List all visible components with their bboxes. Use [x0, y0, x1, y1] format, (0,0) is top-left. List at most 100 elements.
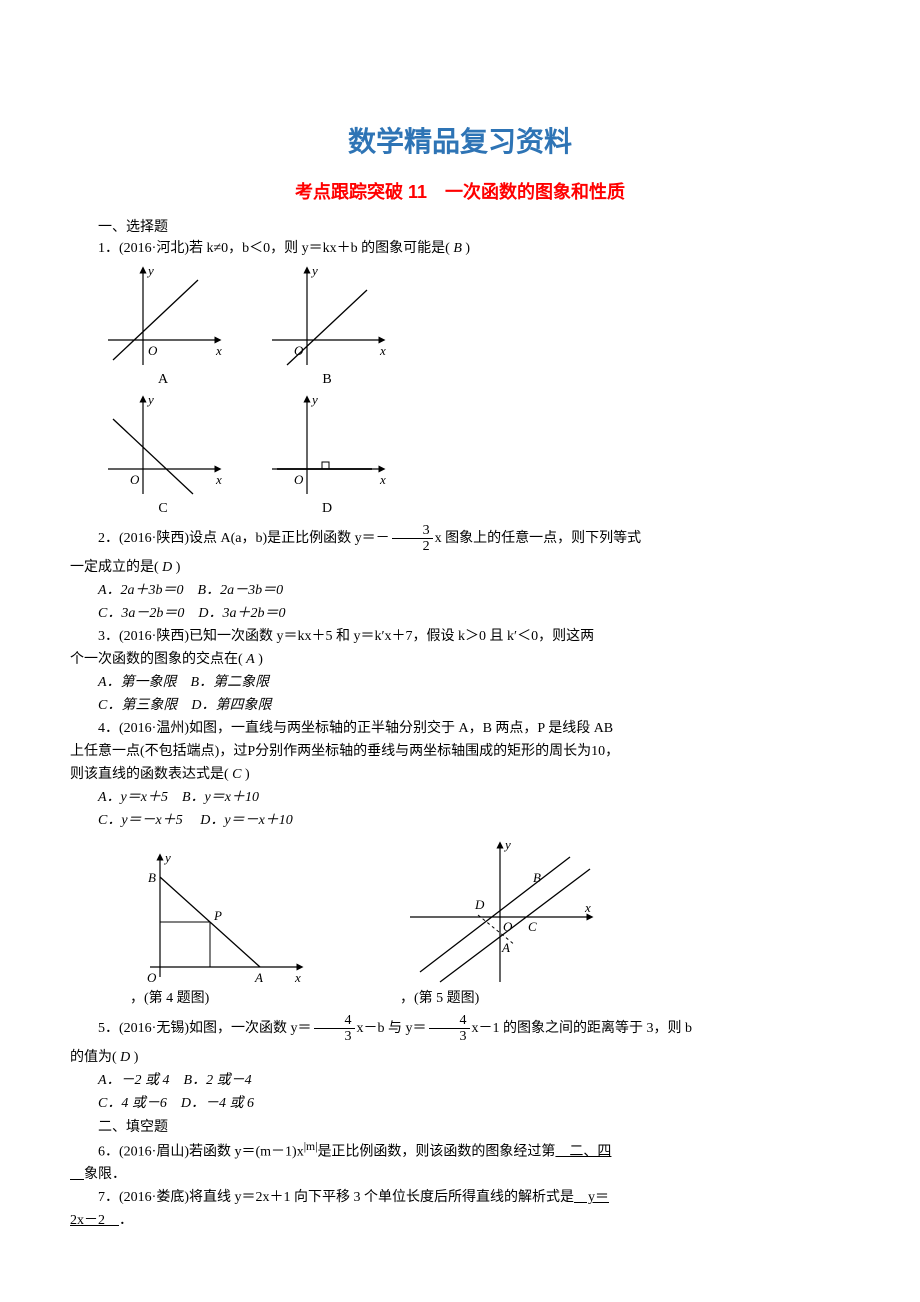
- q1-figure-a: y x O A: [98, 265, 228, 388]
- q5-frac1: 43: [314, 1013, 355, 1045]
- q1-graph-d: y x O: [262, 394, 392, 499]
- svg-text:O: O: [294, 343, 304, 358]
- q7-tail: ．: [119, 1213, 133, 1228]
- q7-answer-2: 2x－2: [70, 1213, 119, 1228]
- question-6-line2: 象限．: [70, 1164, 850, 1185]
- q1-figure-c: y x O C: [98, 394, 228, 517]
- q1-graph-b: y x O: [262, 265, 392, 370]
- q6-prefix: 6．(2016·眉山)若函数 y＝(m－1)x: [98, 1144, 304, 1159]
- q2-answer: D: [162, 560, 172, 575]
- question-6: 6．(2016·眉山)若函数 y＝(m－1)x|m|是正比例函数，则该函数的图象…: [70, 1138, 850, 1163]
- question-2: 2．(2016·陕西)设点 A(a，b)是正比例函数 y＝－32x 图象上的任意…: [70, 523, 850, 555]
- figure-4: y x O B A P: [130, 847, 310, 987]
- figure-4-wrapper: y x O B A P ，(第 4 题图): [130, 847, 310, 1007]
- figures-4-5: y x O B A P ，(第 4 题图) y x O B C D A ，(第 …: [130, 837, 850, 1007]
- svg-text:C: C: [528, 919, 537, 934]
- main-title: 数学精品复习资料: [70, 120, 850, 160]
- q5-prefix: 5．(2016·无锡)如图，一次函数 y＝: [98, 1021, 312, 1036]
- svg-text:D: D: [474, 897, 485, 912]
- q6-blank-end: [70, 1167, 84, 1182]
- q1-figures-row1: y x O A y x O B: [98, 265, 850, 388]
- q1-label-d: D: [262, 501, 392, 517]
- question-4-line3: 则该直线的函数表达式是( C ): [70, 764, 850, 785]
- q6-mid: 是正比例函数，则该函数的图象经过第: [317, 1144, 555, 1159]
- q4-choices-2: C．y＝－x＋5 D．y＝－x＋10: [70, 810, 850, 831]
- q2-suffix: x 图象上的任意一点，则下列等式: [435, 531, 642, 546]
- svg-text:y: y: [310, 394, 318, 407]
- q5-line2-prefix: 的值为(: [70, 1050, 120, 1065]
- svg-text:O: O: [148, 343, 158, 358]
- q1-tail: ): [462, 241, 470, 256]
- svg-text:O: O: [503, 919, 513, 934]
- q2-fraction: 32: [392, 523, 433, 555]
- svg-text:P: P: [213, 908, 222, 923]
- q4-line3-tail: ): [242, 767, 250, 782]
- figure-5-wrapper: y x O B C D A ，(第 5 题图): [400, 837, 600, 1007]
- question-5: 5．(2016·无锡)如图，一次函数 y＝43x－b 与 y＝43x－1 的图象…: [70, 1013, 850, 1045]
- svg-text:O: O: [130, 472, 140, 487]
- q5-frac2: 43: [429, 1013, 470, 1045]
- q2-choices-1: A．2a＋3b＝0 B．2a－3b＝0: [70, 580, 850, 601]
- q1-figure-b: y x O B: [262, 265, 392, 388]
- q2-line2-prefix: 一定成立的是(: [70, 560, 162, 575]
- figure-4-caption: ，(第 4 题图): [130, 991, 209, 1006]
- figure-5: y x O B C D A: [400, 837, 600, 987]
- figure-5-caption: ，(第 5 题图): [400, 991, 479, 1006]
- svg-text:A: A: [501, 940, 510, 955]
- question-3-line2: 个一次函数的图象的交点在( A ): [70, 649, 850, 670]
- q7-answer-1: y＝: [574, 1190, 609, 1205]
- q3-line2-tail: ): [255, 652, 263, 667]
- sub-title: 考点跟踪突破 11 一次函数的图象和性质: [70, 178, 850, 204]
- question-7-line2: 2x－2 ．: [70, 1210, 850, 1231]
- q1-label-b: B: [262, 372, 392, 388]
- section-header-1: 一、选择题: [70, 216, 850, 236]
- question-2-line2: 一定成立的是( D ): [70, 557, 850, 578]
- svg-text:y: y: [310, 265, 318, 278]
- q5-mid: x－b 与 y＝: [357, 1021, 427, 1036]
- q5-choices-1: A．－2 或 4 B．2 或－4: [70, 1070, 850, 1091]
- svg-text:A: A: [254, 970, 263, 985]
- q3-line2-prefix: 个一次函数的图象的交点在(: [70, 652, 246, 667]
- q1-figure-d: y x O D: [262, 394, 392, 517]
- svg-text:y: y: [163, 850, 171, 865]
- q5-suffix: x－1 的图象之间的距离等于 3，则 b: [472, 1021, 693, 1036]
- svg-text:y: y: [146, 394, 154, 407]
- svg-text:O: O: [294, 472, 304, 487]
- question-5-line2: 的值为( D ): [70, 1047, 850, 1068]
- q4-line3-prefix: 则该直线的函数表达式是(: [70, 767, 232, 782]
- svg-text:B: B: [533, 870, 541, 885]
- svg-text:x: x: [294, 970, 301, 985]
- q1-graph-a: y x O: [98, 265, 228, 370]
- q1-answer: B: [453, 241, 462, 256]
- q1-label-c: C: [98, 501, 228, 517]
- question-4-line1: 4．(2016·温州)如图，一直线与两坐标轴的正半轴分别交于 A，B 两点，P …: [70, 718, 850, 739]
- q4-choices-1: A．y＝x＋5 B．y＝x＋10: [70, 787, 850, 808]
- question-4-line2: 上任意一点(不包括端点)，过P分别作两坐标轴的垂线与两坐标轴围成的矩形的周长为1…: [70, 741, 850, 762]
- q5-answer: D: [120, 1050, 130, 1065]
- q6-superscript: |m|: [304, 1140, 318, 1153]
- svg-text:x: x: [379, 343, 386, 358]
- q2-line2-tail: ): [172, 560, 180, 575]
- q1-label-a: A: [98, 372, 228, 388]
- q2-prefix: 2．(2016·陕西)设点 A(a，b)是正比例函数 y＝－: [98, 531, 390, 546]
- question-3-line1: 3．(2016·陕西)已知一次函数 y＝kx＋5 和 y＝k′x＋7，假设 k＞…: [70, 626, 850, 647]
- q2-choices-2: C．3a－2b＝0 D．3a＋2b＝0: [70, 603, 850, 624]
- svg-text:x: x: [379, 472, 386, 487]
- question-7: 7．(2016·娄底)将直线 y＝2x＋1 向下平移 3 个单位长度后所得直线的…: [70, 1187, 850, 1208]
- q5-choices-2: C．4 或－6 D．－4 或 6: [70, 1093, 850, 1114]
- svg-text:y: y: [503, 837, 511, 852]
- q3-answer: A: [246, 652, 255, 667]
- q4-answer: C: [232, 767, 241, 782]
- q3-choices-2: C．第三象限 D．第四象限: [70, 695, 850, 716]
- svg-text:x: x: [584, 900, 591, 915]
- q6-tail: 象限．: [84, 1167, 126, 1182]
- q3-choices-1: A．第一象限 B．第二象限: [70, 672, 850, 693]
- q1-graph-c: y x O: [98, 394, 228, 499]
- q6-answer: 二、四: [555, 1144, 611, 1159]
- question-1: 1．(2016·河北)若 k≠0，b＜0，则 y＝kx＋b 的图象可能是( B …: [70, 238, 850, 259]
- q5-line2-tail: ): [130, 1050, 138, 1065]
- svg-text:O: O: [147, 970, 157, 985]
- svg-text:B: B: [148, 870, 156, 885]
- svg-text:y: y: [146, 265, 154, 278]
- q1-figures-row2: y x O C y x O D: [98, 394, 850, 517]
